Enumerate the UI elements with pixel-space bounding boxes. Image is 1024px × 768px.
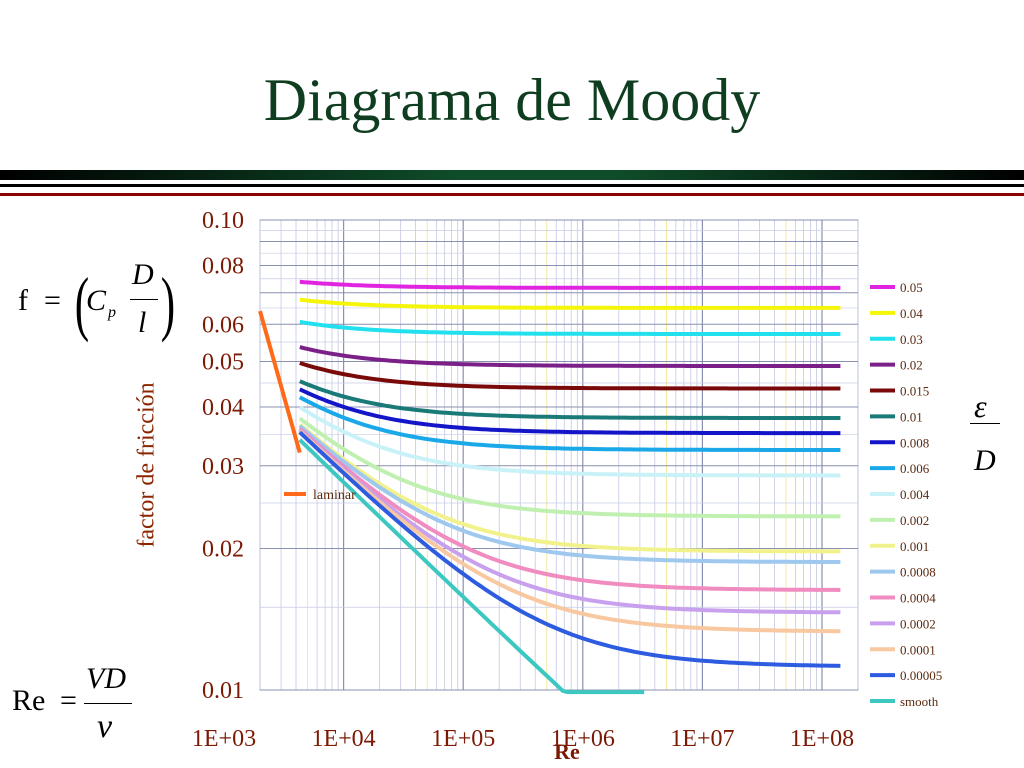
series-line-0.0002 xyxy=(298,428,841,615)
y-tick-label: 0.01 xyxy=(202,678,244,704)
legend-label-0.0008: 0.0008 xyxy=(900,565,936,580)
y-tick-label: 0.06 xyxy=(202,312,244,338)
legend-label-0.0004: 0.0004 xyxy=(900,591,936,606)
formula-re-bar xyxy=(84,703,132,704)
y-tick-label: 0.04 xyxy=(202,395,244,421)
legend-label-0.002: 0.002 xyxy=(900,513,929,528)
divider-line-red xyxy=(0,193,1024,196)
y-tick-label: 0.08 xyxy=(202,254,244,280)
x-axis-label: Re xyxy=(554,739,580,764)
series-line-0.002 xyxy=(298,416,841,519)
legend-label-0.00005: 0.00005 xyxy=(900,668,942,683)
legend-label-0.05: 0.05 xyxy=(900,280,923,295)
formula-paren-right: ) xyxy=(160,263,176,343)
roughness-bar xyxy=(970,423,1000,424)
series-line-0.0004 xyxy=(298,427,841,592)
y-tick-label: 0.02 xyxy=(202,537,244,563)
roughness-epsilon: ε xyxy=(974,388,987,424)
chart-legend: laminar 0.05 0.04 0.03 0.02 0.015 0.01 0.008 0.0… xyxy=(284,280,942,709)
x-tick-label: 1E+04 xyxy=(311,726,375,752)
page-title: Diagrama de Moody xyxy=(263,67,761,133)
formula-D: D xyxy=(132,258,154,291)
series-line-0.03 xyxy=(299,319,841,336)
roughness-D: D xyxy=(974,444,996,477)
legend-label-0.008: 0.008 xyxy=(900,435,929,450)
laminar-legend-label: laminar xyxy=(313,488,356,503)
x-tick-label: 1E+08 xyxy=(790,726,854,752)
laminar-line xyxy=(258,310,302,454)
series-line-0.006 xyxy=(298,395,841,452)
chart-curves xyxy=(258,279,841,695)
formula-f: f xyxy=(18,284,28,317)
chart-grid xyxy=(259,219,859,691)
series-line-0.0001 xyxy=(298,429,841,634)
formula-nu: ν xyxy=(97,708,113,745)
legend-label-0.03: 0.03 xyxy=(900,332,923,347)
y-axis-label: factor de fricción xyxy=(133,382,160,548)
y-tick-label: 0.10 xyxy=(202,208,244,234)
chart-ticks: 0.10 0.08 0.06 0.05 0.04 0.03 0.02 0.01 1E+03 1E+… xyxy=(192,208,854,752)
divider-bar xyxy=(0,170,1024,180)
y-tick-label: 0.03 xyxy=(202,454,244,480)
formula-p: p xyxy=(108,304,116,321)
series-line-0.001 xyxy=(298,422,841,554)
legend-label-0.02: 0.02 xyxy=(900,358,923,373)
legend-label-0.006: 0.006 xyxy=(900,461,930,476)
legend-label-smooth: smooth xyxy=(900,694,939,709)
series-line-smooth xyxy=(298,438,645,695)
formula-vd: VD xyxy=(86,662,126,695)
series-line-0.00005 xyxy=(298,430,841,668)
legend-label-0.015: 0.015 xyxy=(900,384,929,399)
legend-label-0.0001: 0.0001 xyxy=(900,642,936,657)
formula-re-equals: = xyxy=(60,684,77,717)
series-line-0.01 xyxy=(299,379,841,420)
legend-label-0.0002: 0.0002 xyxy=(900,616,936,631)
x-tick-label: 1E+07 xyxy=(670,726,734,752)
x-tick-label: 1E+05 xyxy=(431,726,495,752)
formula-fraction-bar xyxy=(130,299,158,300)
series-line-0.008 xyxy=(298,387,841,436)
series-line-0.05 xyxy=(299,279,841,290)
series-line-0.0008 xyxy=(298,424,841,564)
series-line-0.015 xyxy=(299,361,841,391)
formula-C: C xyxy=(86,284,107,317)
series-line-0.04 xyxy=(299,297,841,310)
series-line-0.004 xyxy=(298,405,841,478)
series-line-0.02 xyxy=(299,345,841,368)
x-tick-label: 1E+06 xyxy=(551,726,615,752)
legend-label-0.04: 0.04 xyxy=(900,306,923,321)
x-tick-label: 1E+03 xyxy=(192,726,256,752)
legend-label-0.01: 0.01 xyxy=(900,409,923,424)
legend-label-0.001: 0.001 xyxy=(900,539,929,554)
formula-re: Re xyxy=(12,684,46,717)
formula-l: l xyxy=(138,306,147,339)
formula-equals: = xyxy=(44,284,61,317)
formula-paren-left: ( xyxy=(74,263,90,343)
y-tick-label: 0.05 xyxy=(202,349,244,375)
divider-line xyxy=(0,184,1024,187)
legend-label-0.004: 0.004 xyxy=(900,487,930,502)
